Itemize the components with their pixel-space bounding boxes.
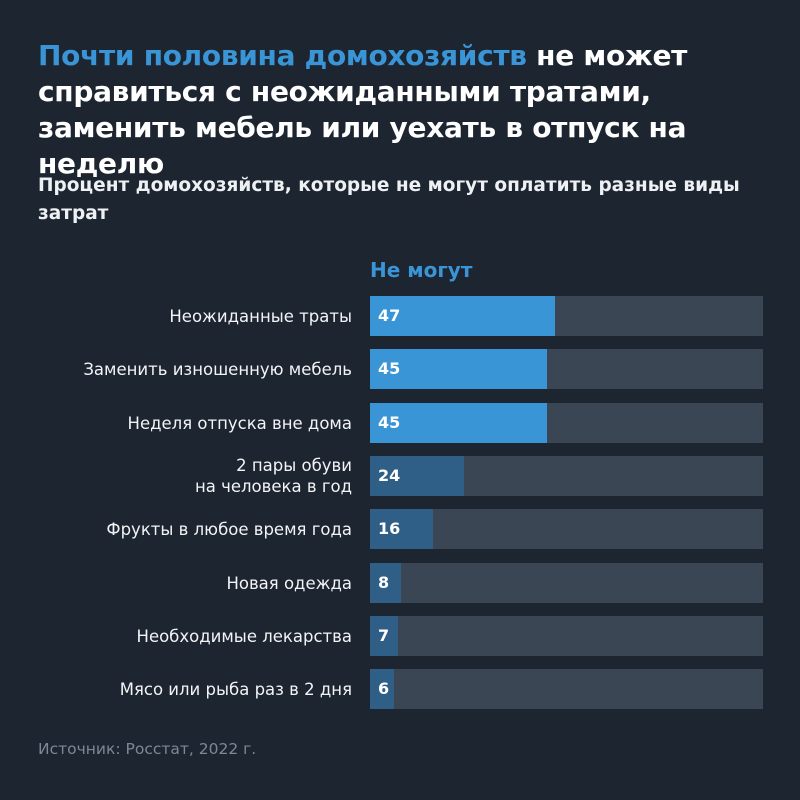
bar <box>370 403 547 443</box>
chart-title-accent: Почти половина домохозяйств <box>38 39 527 72</box>
bar <box>370 349 547 389</box>
bar-track: 45 <box>370 403 763 443</box>
category-label: Заменить изношенную мебель <box>83 359 352 379</box>
bar-row: Неожиданные траты 47 <box>0 296 800 336</box>
bar-row: Фрукты в любое время года 16 <box>0 509 800 549</box>
bar <box>370 669 394 709</box>
category-label: Неделя отпуска вне дома <box>127 413 352 433</box>
bar-row: Заменить изношенную мебель 45 <box>0 349 800 389</box>
chart-title-rest: не может справиться с неожиданными трата… <box>38 39 688 180</box>
bar-value-label: 24 <box>378 466 401 485</box>
category-label: Фрукты в любое время года <box>106 519 352 539</box>
bar-chart: Неожиданные траты 47 Заменить изношенную м… <box>0 296 800 716</box>
category-label: Мясо или рыба раз в 2 дня <box>119 679 352 699</box>
column-header: Не могут <box>370 258 473 282</box>
bar-value-label: 45 <box>378 359 401 378</box>
category-label: Необходимые лекарства <box>136 626 352 646</box>
category-label: Неожиданные траты <box>169 306 352 326</box>
bar-value-label: 16 <box>378 519 401 538</box>
bar-row: Мясо или рыба раз в 2 дня 6 <box>0 669 800 709</box>
bar-value-label: 8 <box>378 573 390 592</box>
bar-track: 8 <box>370 563 763 603</box>
source-note: Источник: Росстат, 2022 г. <box>38 740 257 758</box>
bar-value-label: 47 <box>378 306 401 325</box>
bar <box>370 296 555 336</box>
bar-track: 7 <box>370 616 763 656</box>
bar-track: 6 <box>370 669 763 709</box>
chart-title: Почти половина домохозяйств не может спр… <box>38 38 778 182</box>
bar-track: 47 <box>370 296 763 336</box>
category-label: Новая одежда <box>226 573 352 593</box>
bar-track: 45 <box>370 349 763 389</box>
bar <box>370 456 465 496</box>
chart-subtitle: Процент домохозяйств, которые не могут о… <box>38 175 740 224</box>
bar-value-label: 7 <box>378 626 390 645</box>
bar-value-label: 45 <box>378 413 401 432</box>
bar-row: Неделя отпуска вне дома 45 <box>0 403 800 443</box>
bar-track: 16 <box>370 509 763 549</box>
category-label: 2 пары обуви на человека в год <box>194 456 352 496</box>
bar-track: 24 <box>370 456 763 496</box>
bar-row: Новая одежда 8 <box>0 563 800 603</box>
bar <box>370 616 398 656</box>
bar <box>370 509 433 549</box>
bar-value-label: 6 <box>378 679 390 698</box>
bar-row: Необходимые лекарства 7 <box>0 616 800 656</box>
bar-row: 2 пары обуви на человека в год 24 <box>0 456 800 496</box>
bar <box>370 563 402 603</box>
